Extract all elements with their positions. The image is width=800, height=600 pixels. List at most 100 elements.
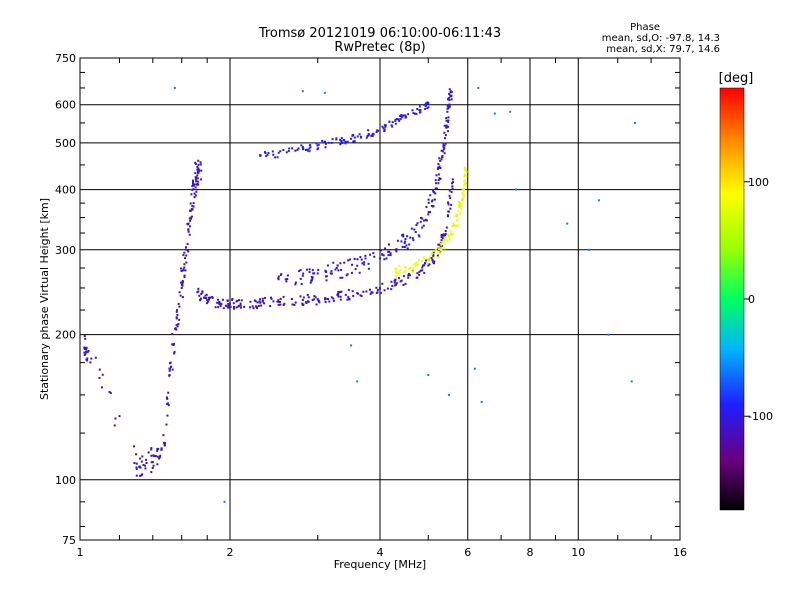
data-point — [180, 269, 183, 272]
data-point — [415, 276, 418, 279]
data-point — [239, 304, 242, 307]
data-point — [133, 445, 136, 448]
data-point — [192, 184, 195, 187]
data-point — [419, 269, 422, 272]
data-point — [431, 189, 434, 192]
data-point — [283, 302, 286, 305]
data-point — [270, 296, 273, 299]
data-point — [430, 200, 433, 203]
data-point — [192, 202, 195, 205]
data-point — [447, 120, 450, 123]
x-axis-label: Frequency [MHz] — [334, 558, 426, 571]
data-point — [218, 300, 221, 303]
data-point — [197, 167, 200, 170]
data-point — [395, 283, 398, 286]
data-point — [451, 232, 454, 235]
data-point — [449, 94, 452, 97]
data-point — [184, 246, 187, 249]
data-point — [330, 296, 333, 299]
data-point — [323, 91, 326, 94]
data-point — [239, 302, 242, 305]
data-point — [375, 286, 378, 289]
y-tick-label: 100 — [55, 474, 76, 487]
data-point — [440, 236, 443, 239]
data-point — [290, 298, 293, 301]
data-point — [296, 148, 299, 151]
data-point — [435, 187, 438, 190]
data-point — [433, 256, 436, 259]
data-point — [432, 191, 435, 194]
data-point — [434, 192, 437, 195]
data-point — [431, 258, 434, 261]
data-point — [399, 269, 402, 272]
data-point — [301, 90, 304, 93]
data-point — [150, 447, 153, 450]
x-tick-label: 4 — [377, 546, 384, 559]
data-point — [356, 135, 359, 138]
data-point — [186, 243, 189, 246]
data-point — [339, 143, 342, 146]
data-point — [395, 118, 398, 121]
data-point — [315, 142, 318, 145]
data-point — [257, 304, 260, 307]
data-point — [86, 357, 89, 360]
data-point — [351, 263, 354, 266]
data-point — [437, 163, 440, 166]
data-point — [370, 291, 373, 294]
data-point — [428, 256, 431, 259]
data-point — [427, 201, 430, 204]
data-point — [442, 145, 445, 148]
x-tick-label: 8 — [527, 546, 534, 559]
data-point — [84, 337, 87, 340]
data-point — [427, 213, 430, 216]
data-point — [220, 303, 223, 306]
data-point — [307, 296, 310, 299]
data-point — [358, 133, 361, 136]
data-point — [154, 455, 157, 458]
data-point — [411, 237, 414, 240]
data-point — [301, 146, 304, 149]
data-point — [345, 274, 348, 277]
data-point — [277, 151, 280, 154]
data-point — [369, 253, 372, 256]
data-point — [299, 295, 302, 298]
data-point — [86, 351, 89, 354]
data-point — [265, 155, 268, 158]
data-point — [446, 214, 449, 217]
data-point — [193, 183, 196, 186]
data-point — [271, 150, 274, 153]
data-point — [427, 259, 430, 262]
data-point — [135, 453, 138, 456]
data-point — [436, 168, 439, 171]
data-point — [267, 152, 270, 155]
data-point — [287, 149, 290, 152]
data-point — [410, 227, 413, 230]
data-point — [443, 144, 446, 147]
data-point — [85, 348, 88, 351]
data-point — [346, 273, 349, 276]
colorbar — [720, 88, 744, 510]
data-point — [336, 294, 339, 297]
data-point — [84, 352, 87, 355]
data-point — [382, 127, 385, 130]
data-point — [194, 176, 197, 179]
data-point — [225, 305, 228, 308]
data-point — [259, 154, 262, 157]
data-point — [407, 113, 410, 116]
data-point — [231, 298, 234, 301]
data-point — [396, 239, 399, 242]
data-point — [351, 134, 354, 137]
data-point — [171, 343, 174, 346]
data-point — [197, 290, 200, 293]
data-point — [418, 270, 421, 273]
colorbar-unit-label: [deg] — [719, 71, 754, 86]
data-point — [450, 190, 453, 193]
data-point — [384, 125, 387, 128]
data-point — [191, 188, 194, 191]
data-point — [461, 192, 464, 195]
data-point — [339, 276, 342, 279]
data-point — [414, 265, 417, 268]
data-point — [456, 215, 459, 218]
data-point — [186, 223, 189, 226]
data-point — [325, 279, 328, 282]
